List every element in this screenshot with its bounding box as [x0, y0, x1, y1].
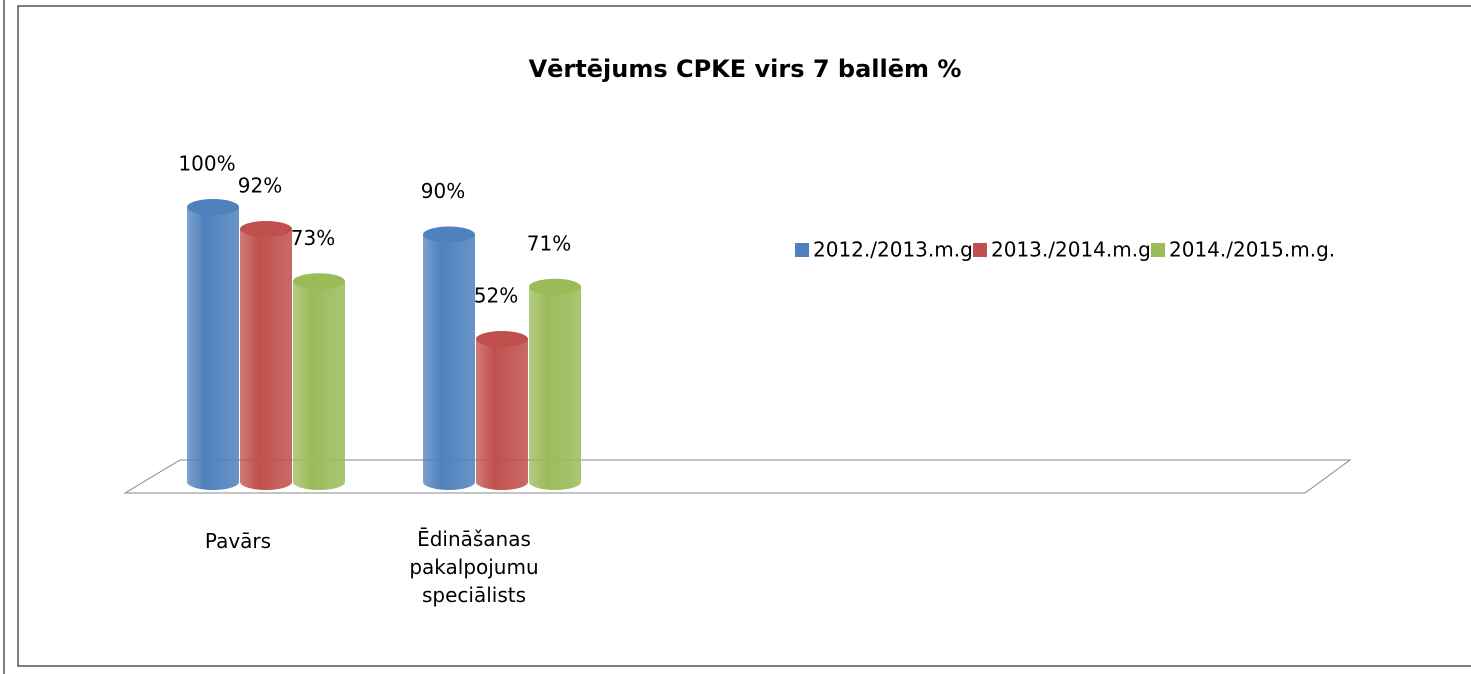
- bar: [187, 199, 239, 490]
- legend-label: 2012./2013.m.g.: [813, 238, 979, 262]
- legend-swatch: [795, 243, 809, 257]
- bar: [476, 331, 528, 490]
- chart-title: Vērtējums CPKE virs 7 ballēm %: [529, 55, 962, 83]
- chart-border: [17, 5, 1471, 667]
- bar: [529, 278, 581, 490]
- legend-label: 2013./2014.m.g.: [991, 238, 1157, 262]
- data-label: 90%: [421, 179, 465, 203]
- legend-label: 2014./2015.m.g.: [1169, 238, 1335, 262]
- bar: [240, 221, 292, 490]
- x-tick-label: Pavārs: [204, 529, 272, 553]
- data-label: 73%: [291, 226, 335, 250]
- legend-swatch: [1151, 243, 1165, 257]
- bar: [423, 226, 475, 490]
- bar: [293, 273, 345, 490]
- data-label: 52%: [474, 284, 518, 308]
- legend-swatch: [973, 243, 987, 257]
- data-label: 92%: [238, 174, 282, 198]
- data-label: 100%: [178, 152, 235, 176]
- data-label: 71%: [527, 231, 571, 255]
- x-tick-label: Ēdināšanas pakalpojumu speciālists: [409, 527, 539, 607]
